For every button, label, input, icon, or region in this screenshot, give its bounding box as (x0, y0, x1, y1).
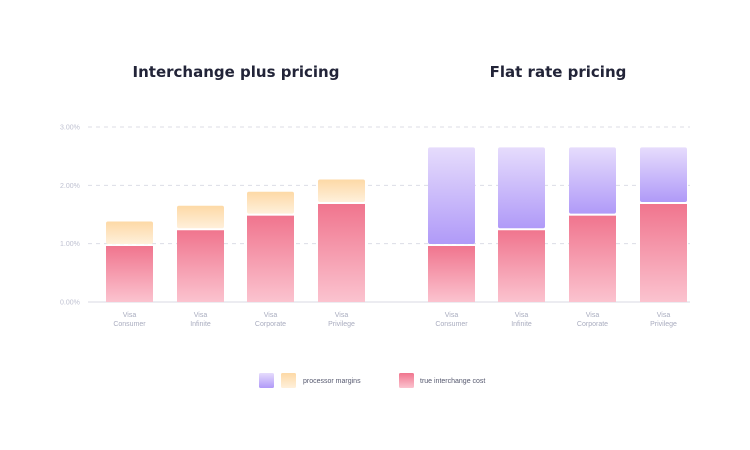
x-category-label: Visa Corporate (577, 312, 608, 328)
y-tick-label: 3.00% (60, 125, 80, 132)
y-tick-label: 2.00% (60, 183, 80, 190)
legend-swatch-processor-margins-interchange-plus (281, 373, 296, 388)
legend: processor margins true interchange cost (259, 373, 485, 388)
bar-processor-margins (569, 147, 616, 214)
bar-true-interchange-cost (247, 215, 294, 302)
legend-label-processor-margins: processor margins (303, 378, 361, 385)
legend-swatch-true-interchange-cost (399, 373, 414, 388)
x-category-label: Visa Corporate (255, 312, 286, 328)
bar-processor-margins (106, 221, 153, 244)
bar-processor-margins (177, 205, 224, 229)
x-category-label: Visa Privilege (328, 312, 355, 328)
bar-processor-margins (318, 179, 365, 202)
legend-label-true-interchange-cost: true interchange cost (420, 378, 485, 385)
bars (106, 147, 687, 302)
bar-true-interchange-cost (498, 230, 545, 302)
y-axis-ticks: 0.00% 1.00% 2.00% 3.00% (60, 125, 80, 307)
bar-processor-margins (247, 191, 294, 214)
bar-processor-margins (640, 147, 687, 202)
bar-true-interchange-cost (428, 246, 475, 302)
y-tick-label: 0.00% (60, 300, 80, 307)
bar-true-interchange-cost (640, 204, 687, 302)
panel-title-interchange-plus: Interchange plus pricing (133, 63, 340, 81)
panel-title-flat-rate: Flat rate pricing (490, 63, 627, 81)
x-category-label: Visa Consumer (435, 312, 468, 328)
bar-processor-margins (428, 147, 475, 244)
bar-processor-margins (498, 147, 545, 229)
legend-swatch-processor-margins-flat-rate (259, 373, 274, 388)
bar-true-interchange-cost (318, 204, 365, 302)
bar-true-interchange-cost (569, 215, 616, 302)
x-axis-categories: Visa Consumer Visa Infinite Visa Corporate Vis… (113, 312, 677, 328)
bar-true-interchange-cost (177, 230, 224, 302)
x-category-label: Visa Privilege (650, 312, 677, 328)
x-category-label: Visa Infinite (511, 312, 532, 328)
x-category-label: Visa Infinite (190, 312, 211, 328)
y-tick-label: 1.00% (60, 241, 80, 248)
bar-true-interchange-cost (106, 246, 153, 302)
x-category-label: Visa Consumer (113, 312, 146, 328)
